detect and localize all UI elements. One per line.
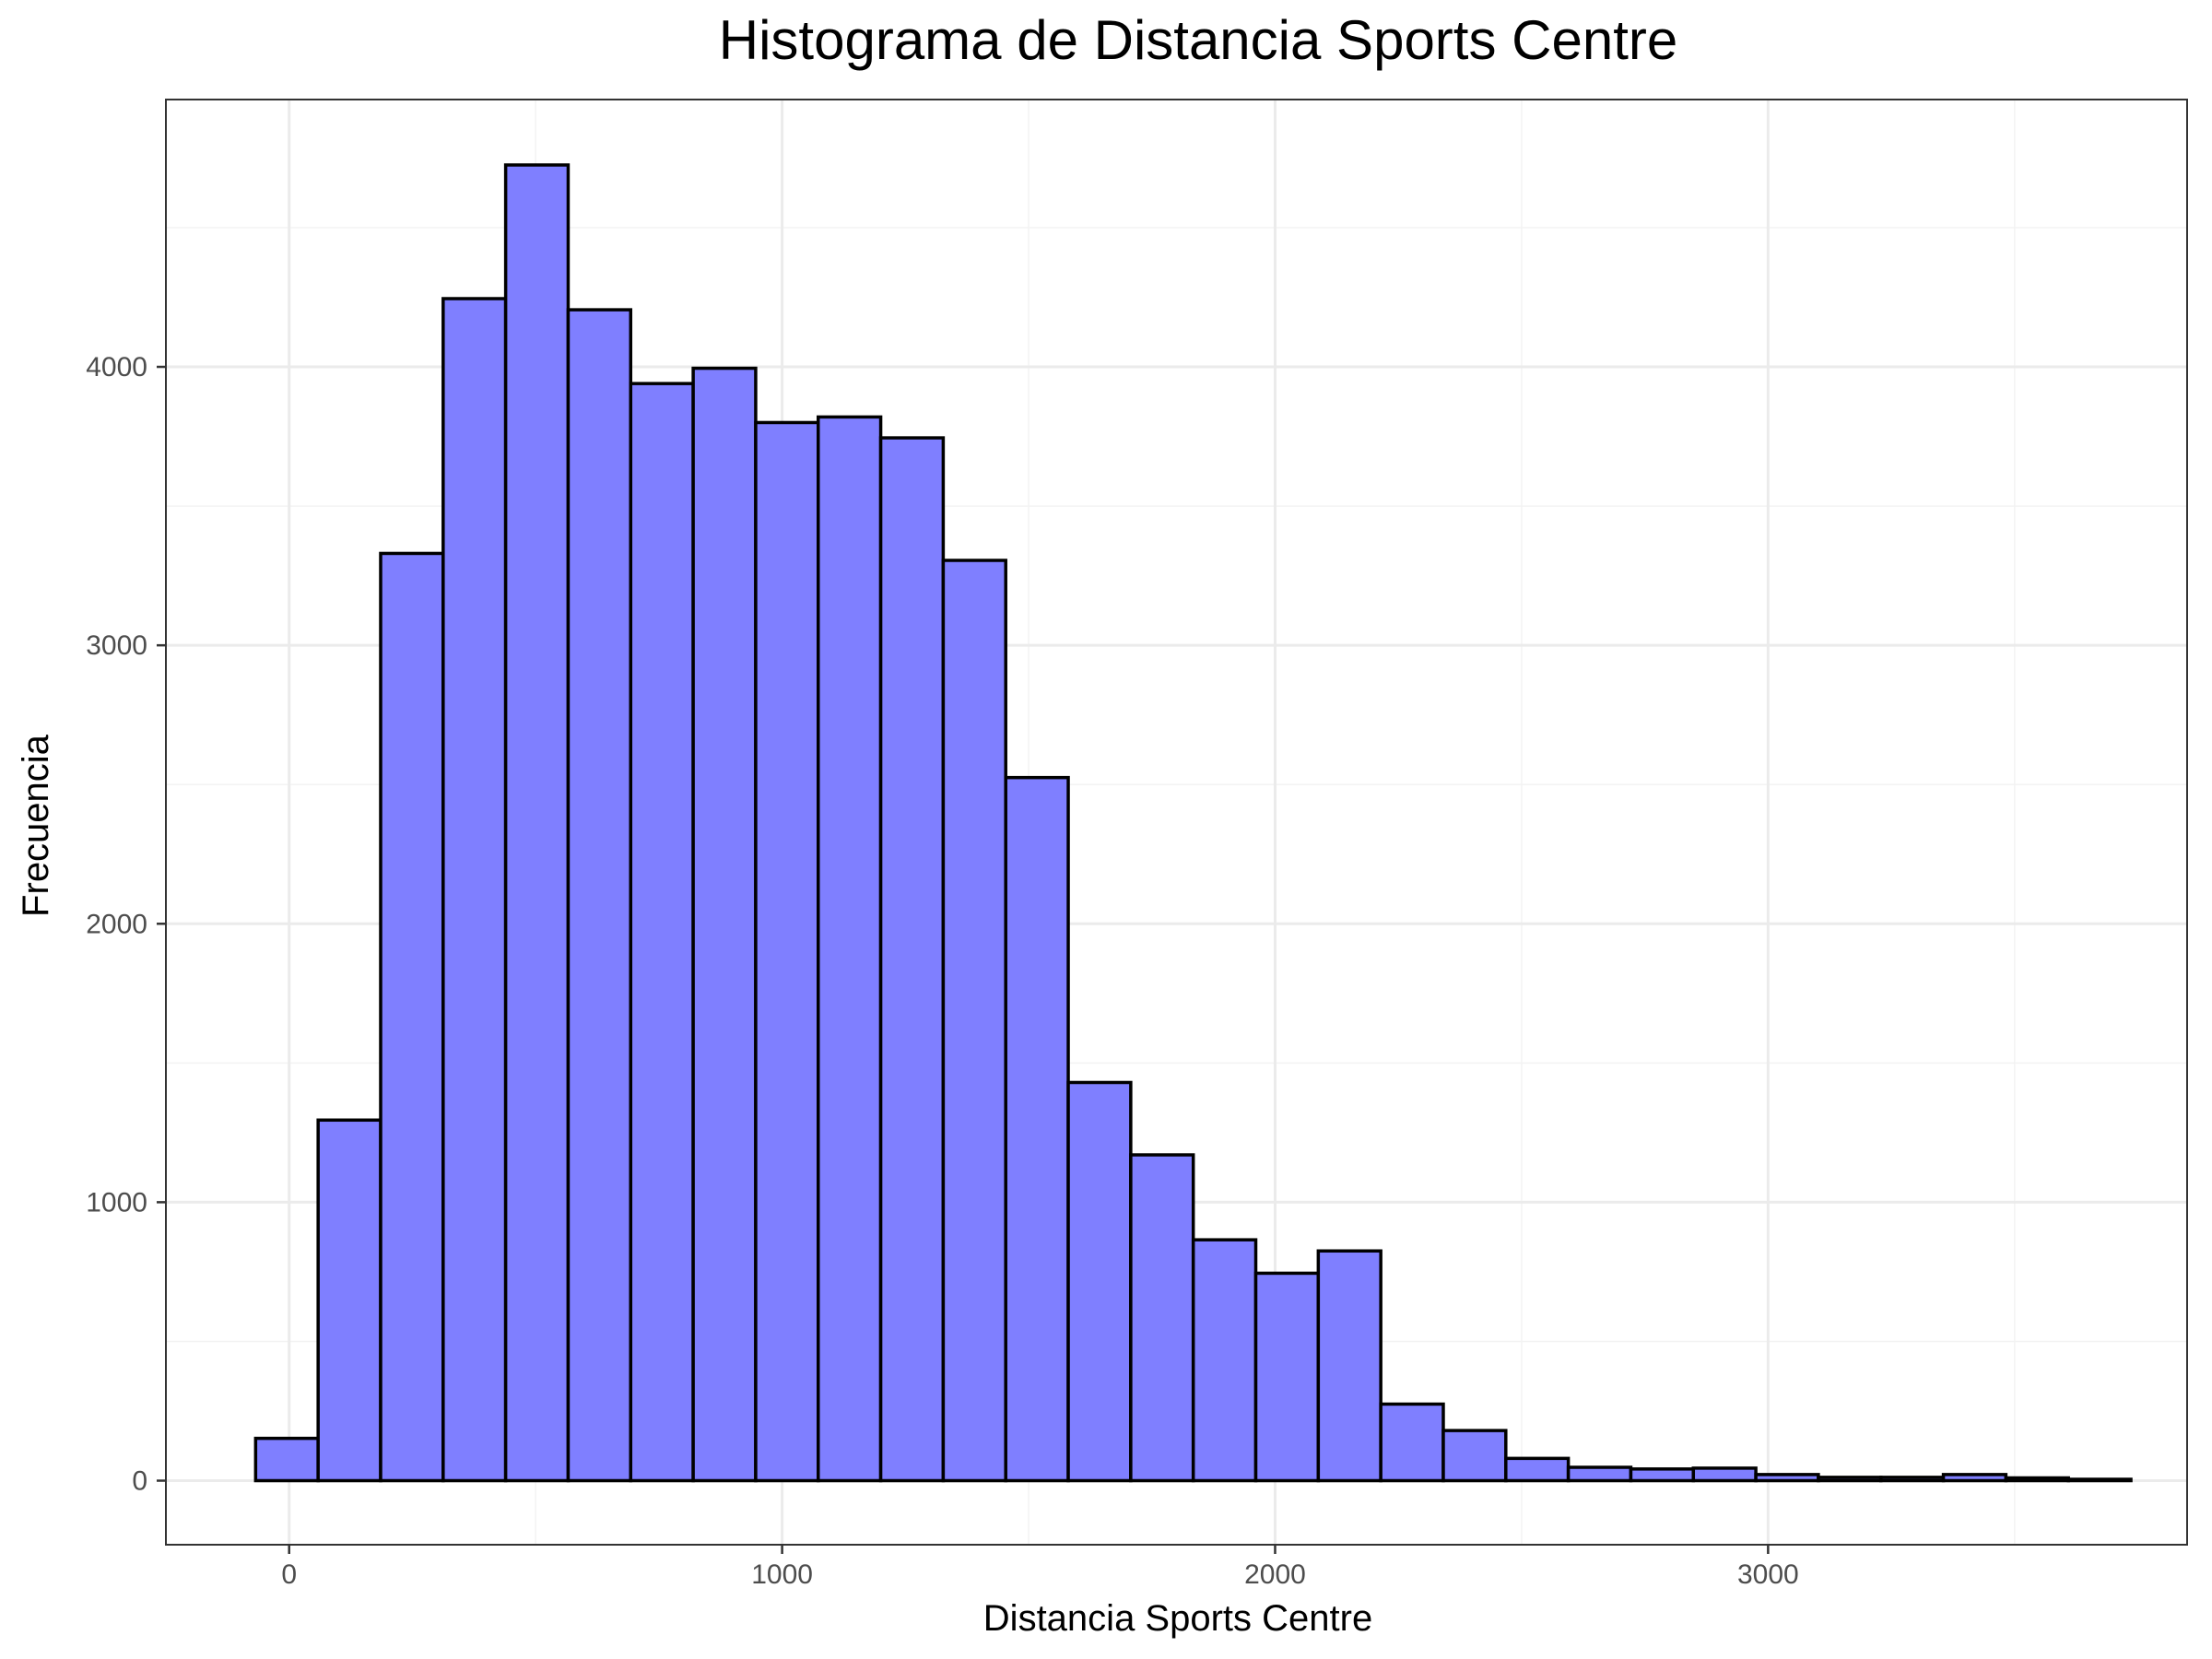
histogram-bar (1379, 1402, 1445, 1483)
histogram-bar (316, 1118, 382, 1483)
y-tick-label: 4000 (86, 352, 147, 382)
histogram-bar (1253, 1271, 1321, 1483)
x-tick-label: 3000 (1737, 1559, 1799, 1590)
axis-ticks: 0 1000 2000 3000 0 1000 2000 3000 4000 (86, 352, 1798, 1590)
histogram-bar (1129, 1153, 1195, 1483)
histogram-bar (1316, 1249, 1382, 1483)
histogram-bar (1441, 1429, 1508, 1483)
y-tick-label: 3000 (86, 630, 147, 661)
histogram-bar (1941, 1473, 2008, 1483)
histogram-bar (941, 559, 1007, 1483)
histogram-bar (629, 382, 695, 1483)
histogram-bar (878, 436, 946, 1483)
histogram-bar (1191, 1238, 1258, 1483)
histogram-bar (1629, 1467, 1696, 1483)
histogram-bar (1566, 1465, 1633, 1483)
histogram-bar (503, 163, 571, 1483)
histogram-bar (691, 366, 758, 1483)
x-tick-label: 2000 (1244, 1559, 1306, 1590)
histogram-bar (2066, 1477, 2133, 1483)
y-axis-title: Frecuencia (16, 734, 56, 917)
histogram-bar (1504, 1456, 1571, 1483)
chart-title: Histograma de Distancia Sports Centre (719, 9, 1677, 71)
histogram-bar (441, 297, 508, 1483)
histogram-bars (253, 163, 2133, 1483)
histogram-bar (1691, 1466, 1758, 1483)
histogram-bar (754, 420, 820, 1483)
histogram-bar (2004, 1476, 2070, 1483)
histogram-bar (253, 1436, 320, 1483)
y-tick-label: 2000 (86, 909, 147, 939)
histogram-bar (566, 308, 633, 1483)
histogram-bar (1878, 1476, 1946, 1483)
histogram-bar (1754, 1473, 1820, 1483)
histogram-bar (1817, 1476, 1883, 1483)
histogram-bar (817, 415, 883, 1483)
x-tick-label: 1000 (751, 1559, 813, 1590)
histogram-bar (379, 551, 445, 1483)
x-axis-title: Distancia Sports Centre (983, 1598, 1372, 1639)
histogram-bar (1066, 1080, 1133, 1483)
y-tick-label: 1000 (86, 1187, 147, 1218)
y-tick-label: 0 (132, 1466, 147, 1497)
x-tick-label: 0 (281, 1559, 297, 1590)
plot-panel-border (165, 99, 2188, 1546)
histogram-bar (1004, 775, 1070, 1483)
